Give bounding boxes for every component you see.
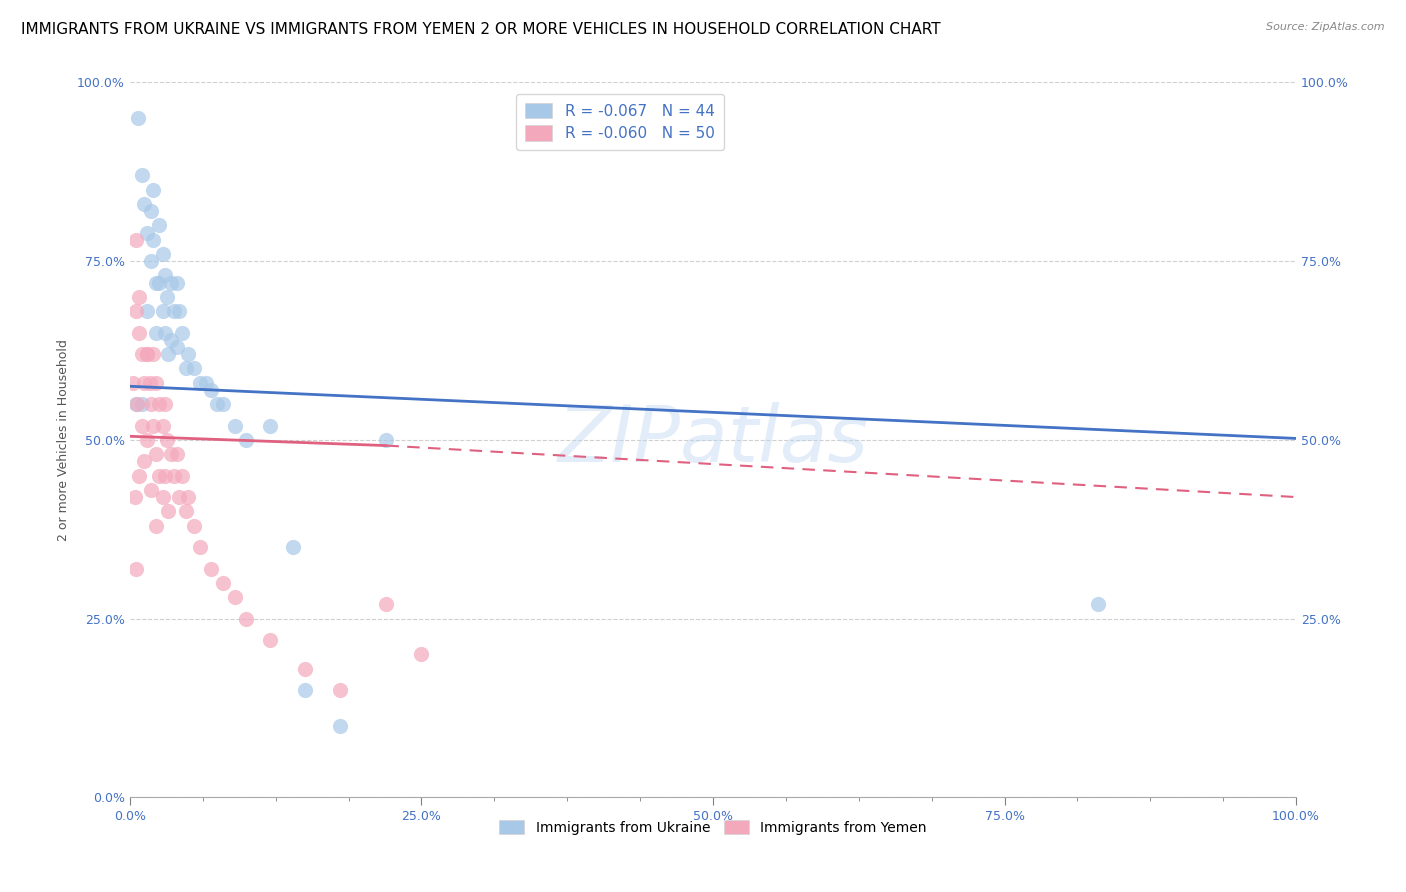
Point (163, 304, 186, 318)
Point (122, 376, 145, 390)
Text: ZIPatlas: ZIPatlas (558, 402, 869, 478)
Point (375, 433, 398, 447)
Point (183, 518, 205, 533)
Point (188, 376, 211, 390)
Point (125, 233, 148, 247)
Point (159, 447, 181, 461)
Point (136, 347, 159, 361)
Point (125, 397, 148, 411)
Point (172, 468, 194, 483)
Point (174, 504, 197, 518)
Point (139, 204, 162, 219)
Point (142, 183, 165, 197)
Point (142, 418, 165, 433)
Legend: R = -0.067   N = 44, R = -0.060   N = 50: R = -0.067 N = 44, R = -0.060 N = 50 (516, 94, 724, 150)
Point (167, 304, 190, 318)
Point (212, 575, 235, 590)
Point (148, 276, 170, 290)
Point (153, 268, 176, 283)
Point (200, 561, 222, 575)
Point (136, 304, 159, 318)
Point (194, 376, 217, 390)
Point (131, 397, 153, 411)
Point (145, 326, 167, 340)
Point (294, 662, 316, 676)
Point (145, 276, 167, 290)
Point (212, 397, 235, 411)
Point (138, 376, 160, 390)
Point (167, 490, 190, 504)
Point (125, 561, 148, 575)
Point (128, 290, 150, 304)
Point (125, 397, 148, 411)
Point (159, 276, 181, 290)
Point (200, 383, 222, 397)
Point (132, 197, 155, 211)
Point (1087, 597, 1109, 611)
Point (145, 447, 167, 461)
Point (136, 433, 159, 447)
Point (259, 633, 281, 648)
Point (207, 397, 229, 411)
Point (172, 326, 194, 340)
Point (128, 326, 150, 340)
Point (183, 361, 205, 376)
Point (152, 418, 174, 433)
Text: Source: ZipAtlas.com: Source: ZipAtlas.com (1267, 22, 1385, 32)
Point (259, 418, 281, 433)
Point (174, 361, 197, 376)
Point (131, 347, 153, 361)
Point (375, 597, 398, 611)
Point (152, 490, 174, 504)
Point (329, 719, 352, 733)
Point (131, 418, 153, 433)
Point (148, 219, 170, 233)
Point (136, 226, 159, 240)
Point (142, 347, 165, 361)
Point (152, 304, 174, 318)
Point (131, 169, 153, 183)
Point (153, 326, 176, 340)
Point (294, 683, 316, 698)
Point (224, 418, 246, 433)
Point (128, 468, 150, 483)
Point (148, 468, 170, 483)
Point (235, 433, 257, 447)
Point (125, 304, 148, 318)
Point (411, 648, 433, 662)
Point (127, 111, 149, 125)
Point (224, 590, 246, 604)
Point (166, 276, 188, 290)
Point (145, 376, 167, 390)
Point (177, 347, 200, 361)
Point (139, 397, 162, 411)
Point (132, 376, 155, 390)
Point (152, 247, 174, 261)
Point (145, 518, 167, 533)
Point (148, 397, 170, 411)
Point (166, 340, 188, 354)
Point (235, 611, 257, 625)
Point (329, 683, 352, 698)
Point (188, 540, 211, 554)
Point (157, 504, 180, 518)
Point (159, 333, 181, 347)
Point (132, 454, 155, 468)
Point (177, 490, 200, 504)
Point (153, 397, 176, 411)
Y-axis label: 2 or more Vehicles in Household: 2 or more Vehicles in Household (58, 339, 70, 541)
Point (157, 347, 180, 361)
Point (124, 490, 146, 504)
Point (281, 540, 304, 554)
Point (136, 347, 159, 361)
Point (142, 233, 165, 247)
Text: IMMIGRANTS FROM UKRAINE VS IMMIGRANTS FROM YEMEN 2 OR MORE VEHICLES IN HOUSEHOLD: IMMIGRANTS FROM UKRAINE VS IMMIGRANTS FR… (21, 22, 941, 37)
Point (156, 433, 179, 447)
Point (153, 468, 176, 483)
Point (139, 254, 162, 268)
Point (166, 447, 188, 461)
Point (139, 483, 162, 497)
Point (163, 468, 186, 483)
Point (156, 290, 179, 304)
